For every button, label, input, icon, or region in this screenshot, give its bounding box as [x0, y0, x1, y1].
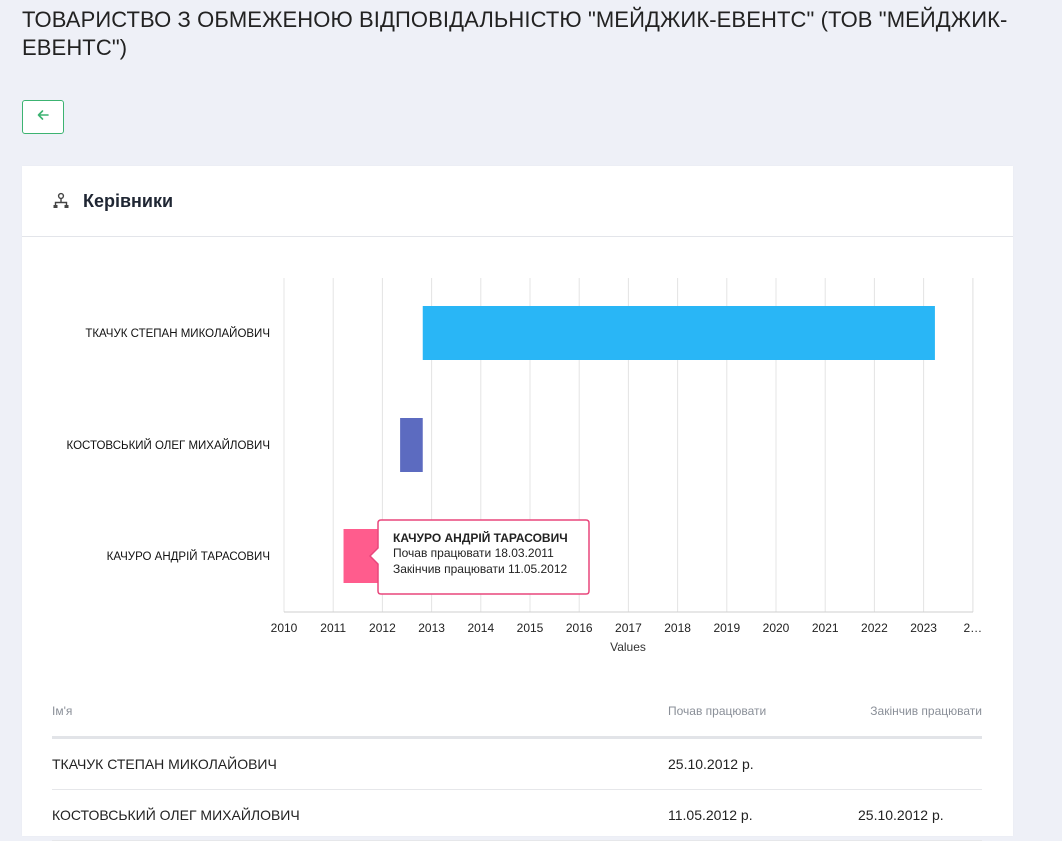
row-name: ТКАЧУК СТЕПАН МИКОЛАЙОВИЧ	[52, 756, 277, 772]
category-label: КАЧУРО АНДРІЙ ТАРАСОВИЧ	[107, 550, 270, 563]
directors-table: Ім'я Почав працювати Закінчив працювати …	[52, 686, 982, 841]
category-label: КОСТОВСЬКИЙ ОЛЕГ МИХАЙЛОВИЧ	[67, 439, 270, 452]
x-tick-label: 2011	[320, 621, 346, 635]
x-tick-label: 2014	[467, 621, 494, 635]
x-tick-label: 2022	[861, 621, 888, 635]
chart-tooltip: КАЧУРО АНДРІЙ ТАРАСОВИЧ Почав працювати …	[368, 519, 590, 595]
tooltip-title: КАЧУРО АНДРІЙ ТАРАСОВИЧ	[393, 530, 568, 545]
row-name: КОСТОВСЬКИЙ ОЛЕГ МИХАЙЛОВИЧ	[52, 807, 300, 823]
x-tick-label: 2010	[271, 621, 298, 635]
header-start: Почав працювати	[668, 704, 767, 718]
x-axis-label: Values	[610, 640, 646, 654]
directors-timeline-chart: ТКАЧУК СТЕПАН МИКОЛАЙОВИЧ КОСТОВСЬКИЙ ОЛЕ…	[67, 278, 982, 654]
x-tick-label: 2019	[713, 621, 740, 635]
x-tick-label: 2016	[566, 621, 593, 635]
arrow-left-icon	[36, 108, 50, 127]
tooltip-end: Закінчив працювати 11.05.2012	[393, 562, 568, 576]
x-tick-label: 2023	[910, 621, 937, 635]
table-row: ТКАЧУК СТЕПАН МИКОЛАЙОВИЧ 25.10.2012 р.	[52, 739, 982, 790]
directors-card: Керівники ТКАЧУК СТЕПАН МИКОЛАЙОВИЧ КОСТО…	[22, 166, 1013, 841]
x-tick-label: 2018	[664, 621, 691, 635]
category-label: ТКАЧУК СТЕПАН МИКОЛАЙОВИЧ	[85, 327, 270, 340]
back-button[interactable]	[22, 100, 64, 134]
row-start: 11.05.2012 р.	[668, 807, 753, 823]
x-tick-label: 2021	[812, 621, 839, 635]
x-tick-label: 2…	[963, 621, 982, 635]
page-title: ТОВАРИСТВО З ОБМЕЖЕНОЮ ВІДПОВІДАЛЬНІСТЮ …	[22, 7, 1008, 60]
card-header: Керівники	[22, 166, 1013, 237]
row-end: 25.10.2012 р.	[858, 807, 944, 823]
x-tick-label: 2020	[763, 621, 790, 635]
card-title: Керівники	[83, 190, 174, 211]
header-name: Ім'я	[52, 704, 73, 718]
tooltip-start: Почав працювати 18.03.2011	[393, 546, 554, 560]
row-start: 25.10.2012 р.	[668, 756, 754, 772]
x-tick-label: 2012	[369, 621, 396, 635]
x-tick-label: 2013	[418, 621, 445, 635]
sitemap-icon	[52, 192, 70, 210]
bar-1[interactable]	[422, 306, 935, 360]
x-tick-label: 2017	[615, 621, 642, 635]
x-tick-label: 2015	[517, 621, 544, 635]
table-header: Ім'я Почав працювати Закінчив працювати	[52, 686, 982, 739]
bar-2[interactable]	[400, 418, 423, 472]
table-row: КОСТОВСЬКИЙ ОЛЕГ МИХАЙЛОВИЧ 11.05.2012 р…	[52, 790, 982, 841]
header-end: Закінчив працювати	[870, 704, 982, 718]
